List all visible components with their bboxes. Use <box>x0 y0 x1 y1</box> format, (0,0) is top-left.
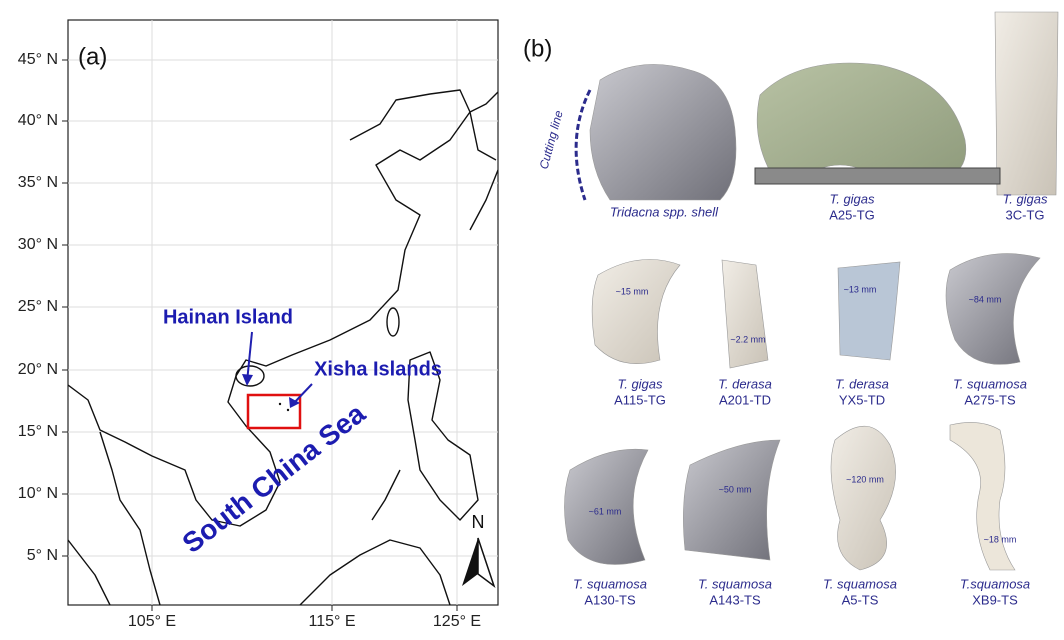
ruler <box>755 168 1000 184</box>
specimen-id: A201-TD <box>719 392 771 407</box>
specimen-photo <box>757 63 966 180</box>
north-label: N <box>472 512 485 532</box>
species-name: T. gigas <box>617 376 663 391</box>
latitude-label: 5° N <box>27 547 58 564</box>
specimen-id: A25-TG <box>829 207 875 222</box>
panel-label: (b) <box>523 35 552 62</box>
latitude-label: 20° N <box>18 361 58 378</box>
species-name: T. gigas <box>829 191 875 206</box>
scale-label: ~50 mm <box>719 484 752 494</box>
specimen-photo <box>590 64 736 200</box>
latitude-label: 45° N <box>18 51 58 68</box>
species-name: T. squamosa <box>698 576 772 591</box>
specimen-photo <box>722 260 768 368</box>
latitude-label: 15° N <box>18 423 58 440</box>
species-name: T. derasa <box>718 376 772 391</box>
specimen-photo <box>950 422 1015 570</box>
cutting-line-label: Cutting line <box>537 109 566 171</box>
specimen-id: 3C-TG <box>1006 207 1045 222</box>
xisha-dot <box>287 409 289 411</box>
latitude-label: 25° N <box>18 298 58 315</box>
longitude-label: 115° E <box>308 613 355 630</box>
specimen-photo <box>683 440 780 560</box>
cutting-line <box>576 90 590 200</box>
scale-label: ~15 mm <box>616 286 649 296</box>
scale-label: ~61 mm <box>589 506 622 516</box>
specimen-id: YX5-TD <box>839 392 885 407</box>
scale-label: ~84 mm <box>969 294 1002 304</box>
map-panel: (a) Hainan Island Xisha Islands South Ch… <box>18 20 498 630</box>
hainan-label: Hainan Island <box>163 306 293 328</box>
species-name: T. derasa <box>835 376 889 391</box>
scale-label: ~2.2 mm <box>730 334 765 344</box>
specimen-photo <box>995 12 1058 195</box>
latitude-label: 40° N <box>18 112 58 129</box>
specimen-photo <box>946 254 1040 365</box>
species-name: T. squamosa <box>953 376 1027 391</box>
specimen-id: A115-TG <box>614 392 666 407</box>
species-name: T. squamosa <box>573 576 647 591</box>
longitude-label: 105° E <box>128 613 176 630</box>
latitude-label: 35° N <box>18 174 58 191</box>
specimen-photo <box>592 259 680 363</box>
specimen-id: A275-TS <box>964 392 1016 407</box>
specimen-id: XB9-TS <box>972 592 1018 607</box>
panel-label: (a) <box>78 43 107 70</box>
xisha-dot <box>279 403 281 405</box>
latitude-label: 30° N <box>18 236 58 253</box>
xisha-label: Xisha Islands <box>314 358 442 380</box>
photo-panel: (b) Cutting line Tridacna spp. shell T. g… <box>523 12 1058 607</box>
specimen-id: A130-TS <box>584 592 636 607</box>
latitude-label: 10° N <box>18 485 58 502</box>
specimen-id: A143-TS <box>709 592 761 607</box>
longitude-label: 125° E <box>433 613 481 630</box>
species-name: T. gigas <box>1002 191 1048 206</box>
specimen-id: A5-TS <box>842 592 879 607</box>
specimen-photo <box>838 262 900 360</box>
specimen-caption: Tridacna spp. shell <box>610 204 719 219</box>
species-name: T.squamosa <box>960 576 1030 591</box>
scale-label: ~13 mm <box>844 284 877 294</box>
species-name: T. squamosa <box>823 576 897 591</box>
scale-label: ~120 mm <box>846 474 884 484</box>
specimen-photo <box>831 426 896 570</box>
scale-label: ~18 mm <box>984 534 1017 544</box>
figure: (a) Hainan Island Xisha Islands South Ch… <box>0 0 1064 635</box>
